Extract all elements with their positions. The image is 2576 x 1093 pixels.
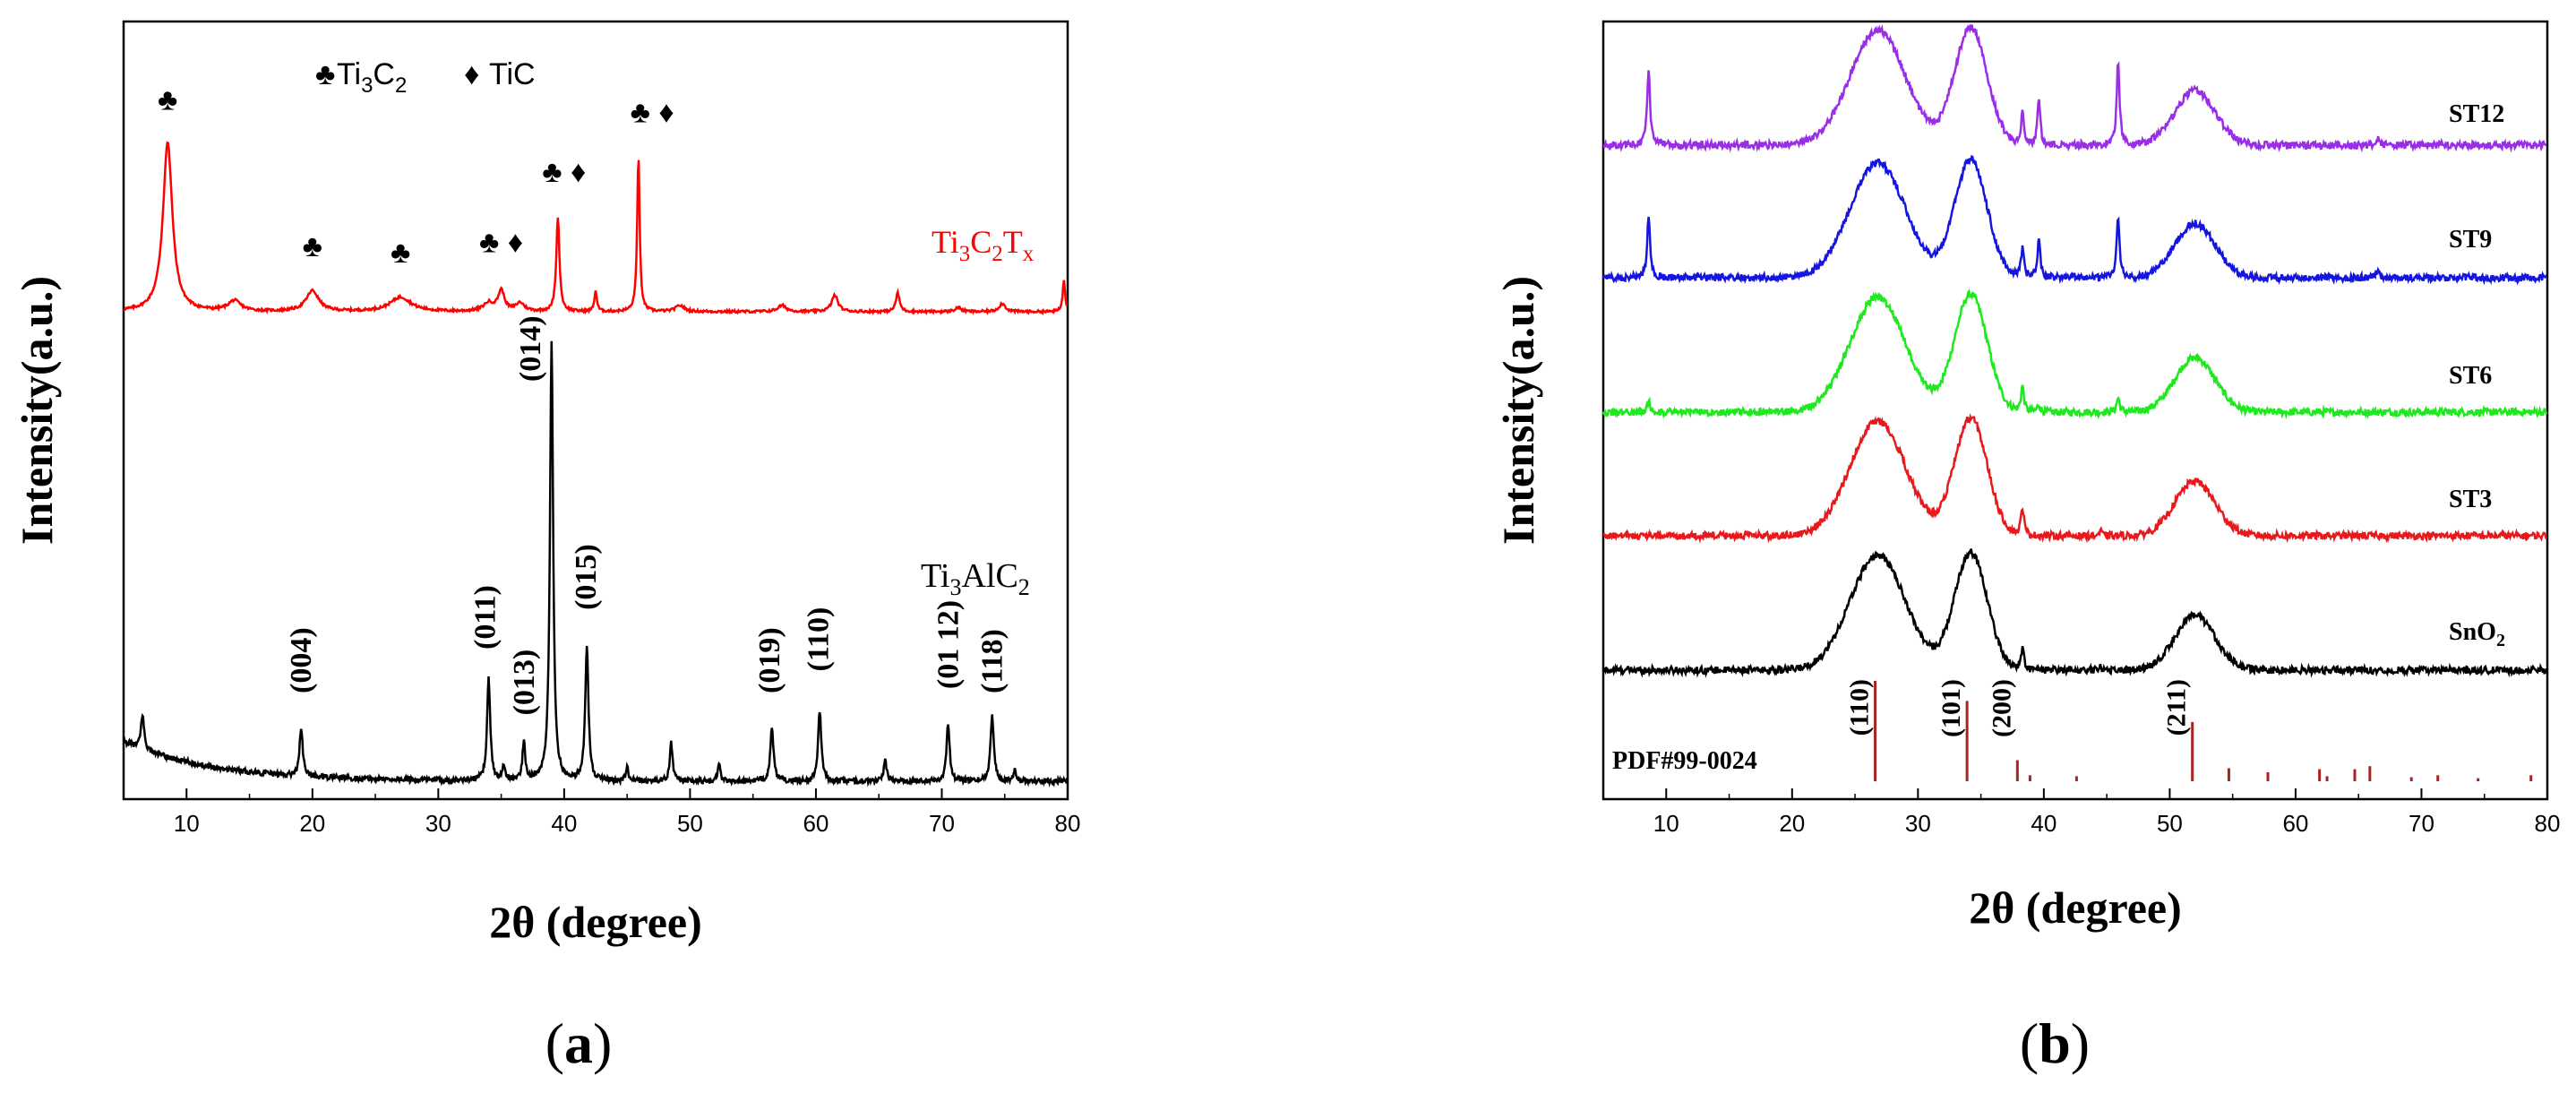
hkl-annotation: (110) (803, 607, 836, 672)
hkl-annotation: (015) (570, 544, 603, 610)
panel-b-xtick-label: 60 (2282, 810, 2308, 837)
series-label-ti3alc2: Ti3AlC2 (921, 557, 1030, 600)
peak-marker-symbol: ♣ (391, 236, 410, 270)
series-line-st3 (1602, 412, 2548, 544)
series-label-st9: ST9 (2449, 226, 2492, 254)
peak-marker-symbol: ♣ ♦ (631, 95, 674, 129)
panel-b-xtick-label: 80 (2535, 810, 2561, 837)
panel-b-xtick-label: 70 (2409, 810, 2434, 837)
series-label-st3: ST3 (2449, 486, 2492, 513)
panel-a-markers: ♣ ♣ ♣ ♣ ♦ ♣ ♦ ♣ ♦ (158, 83, 674, 270)
peak-marker-symbol: ♣ ♦ (542, 155, 586, 189)
series-label-ti3c2tx: Ti3C2Tx (932, 224, 1035, 266)
hkl-annotation: (004) (285, 627, 318, 693)
panel-b-x-axis: 10 20 30 40 50 60 70 80 (1602, 788, 2561, 837)
panel-b-reference-pattern: (110) (101) (200) (211) (1845, 679, 2533, 781)
panel-b-xtick-label: 20 (1779, 810, 1805, 837)
series-label-st12: ST12 (2449, 100, 2504, 128)
series-line-st6 (1601, 288, 2548, 420)
hkl-annotation: (118) (976, 629, 1009, 693)
panel-a-annotations: (004) (011)(013) (014) (015) (019) (110) (01 1… (285, 315, 1009, 715)
panel-a-frame (122, 20, 1069, 801)
series-label-st6: ST6 (2449, 362, 2492, 390)
reference-hkl-label: (200) (1987, 679, 2016, 737)
panel-a-xtick-label: 30 (425, 810, 451, 837)
panel-b-xtick-label: 30 (1905, 810, 1931, 837)
panel-a-xtick-label: 10 (174, 810, 200, 837)
legend-club-symbol: ♣ (315, 57, 335, 91)
legend-diamond-symbol: ♦ (464, 57, 479, 91)
reference-hkl-label: (110) (1845, 679, 1875, 736)
panel-a-xtick-label: 40 (551, 810, 577, 837)
reference-hkl-label: (101) (1936, 679, 1966, 737)
panel-b-xtick-label: 40 (2031, 810, 2057, 837)
series-line-ti3c2tx (123, 141, 1069, 316)
panel-a-chart: 10 20 30 40 50 60 70 80 ♣ ♣ ♣ ♣ ♦ ♣ ♦ ♣ ♦ (004) (011)… (12, 20, 1081, 1075)
panel-b-caption: (b) (2020, 1011, 2090, 1075)
panel-a-xtick-label: 50 (677, 810, 703, 837)
panel-b-y-label: Intensity(a.u.) (1493, 276, 1543, 545)
hkl-annotation: (014) (514, 315, 547, 382)
series-line-st12 (1602, 24, 2547, 153)
legend-tic-label: TiC (489, 57, 536, 91)
panel-a-series-group (123, 141, 1069, 788)
panel-a-xtick-label: 70 (929, 810, 955, 837)
panel-a-xtick-label: 80 (1055, 810, 1081, 837)
panel-a-legend: ♣ Ti3C2 ♦ TiC (315, 57, 536, 98)
panel-a-y-label: Intensity(a.u.) (12, 276, 62, 545)
reference-hkl-label: (211) (2162, 679, 2192, 736)
panel-b-frame (1601, 20, 2549, 801)
series-line-ti3alc2 (123, 340, 1069, 788)
reference-label: PDF#99-0024 (1612, 747, 1757, 775)
panel-a-xtick-label: 60 (803, 810, 829, 837)
hkl-annotation: (013) (508, 650, 541, 716)
hkl-annotation: (01 12) (932, 600, 965, 689)
peak-marker-symbol: ♣ ♦ (479, 225, 523, 259)
peak-marker-symbol: ♣ (303, 229, 322, 263)
hkl-annotation: (011) (468, 585, 502, 650)
panel-b-chart: 10 20 30 40 50 60 70 80 (110) (101) (200) (211) PD… (1493, 20, 2561, 1075)
series-line-sno2 (1601, 548, 2548, 678)
panel-a-xtick-label: 20 (299, 810, 325, 837)
panel-a-caption: (a) (545, 1011, 613, 1075)
panel-a-x-axis: 10 20 30 40 50 60 70 80 (123, 788, 1081, 837)
series-line-st9 (1601, 154, 2548, 286)
panel-b-x-label: 2θ (degree) (1969, 882, 2182, 933)
panel-b-xtick-label: 50 (2157, 810, 2183, 837)
peak-marker-symbol: ♣ (158, 83, 177, 117)
panel-b-xtick-label: 10 (1653, 810, 1679, 837)
panel-b-series-group (1601, 24, 2548, 678)
hkl-annotation: (019) (753, 627, 786, 693)
series-label-sno2: SnO2 (2449, 618, 2505, 650)
legend-ti3c2-label: Ti3C2 (337, 57, 407, 98)
panel-a-x-label: 2θ (degree) (489, 897, 702, 947)
